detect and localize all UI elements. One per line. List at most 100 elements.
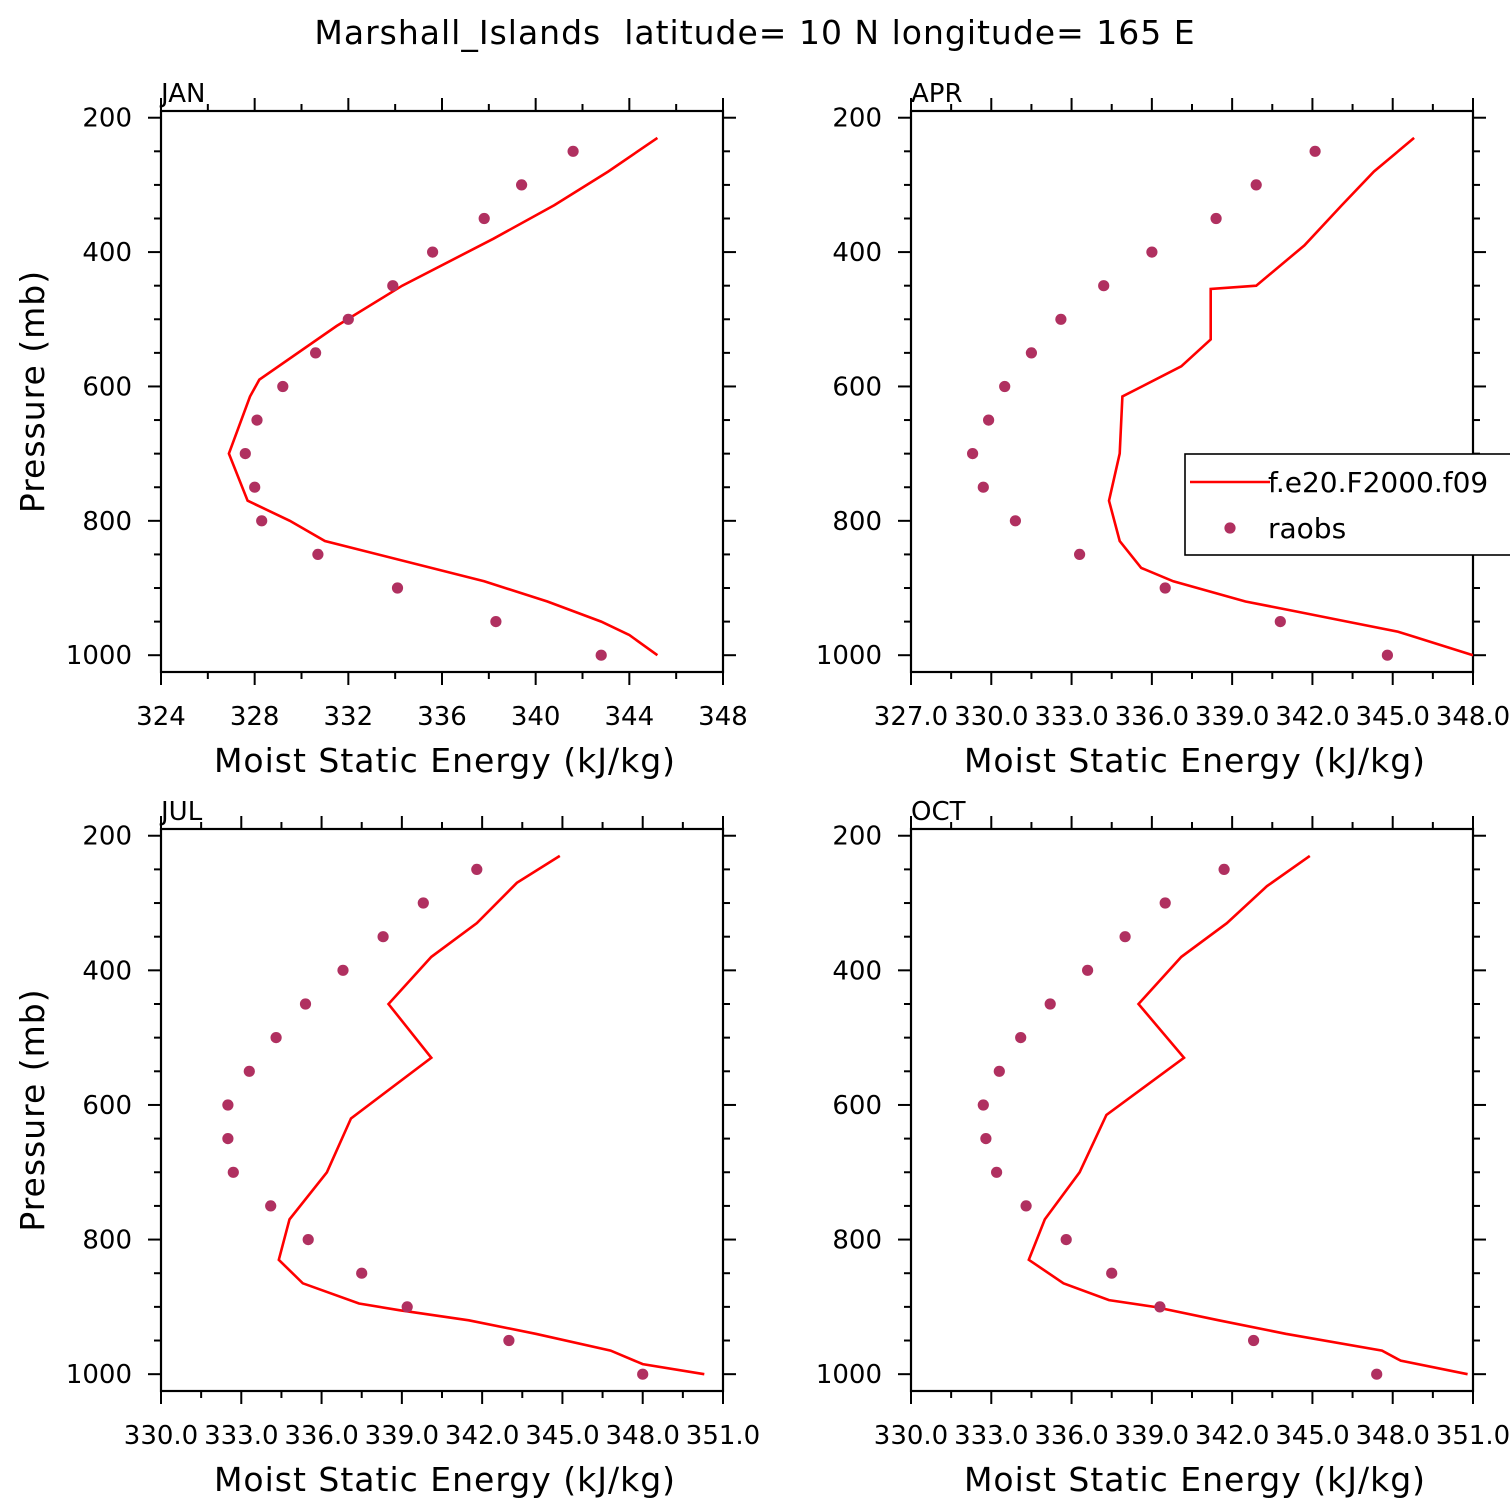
y-tick-label-jul: 1000 — [66, 1360, 132, 1390]
x-tick-label-jan: 348 — [698, 702, 748, 732]
raobs-point-jan — [478, 212, 490, 225]
raobs-point-oct — [991, 1166, 1003, 1178]
x-tick-label-jul: 339.0 — [365, 1421, 439, 1451]
x-tick-label-apr: 327.0 — [874, 702, 948, 732]
y-tick-label-apr: 800 — [832, 507, 882, 537]
raobs-point-jul — [401, 1301, 413, 1313]
plot-frame-jul — [159, 827, 725, 1393]
raobs-point-apr — [1381, 649, 1393, 661]
raobs-point-apr — [983, 414, 995, 426]
raobs-point-oct — [1218, 863, 1230, 876]
raobs-point-jul — [222, 1133, 234, 1145]
y-tick-label-jul: 200 — [82, 822, 132, 852]
raobs-point-jan — [490, 616, 502, 628]
panel-label-oct: OCT — [911, 797, 966, 827]
raobs-point-apr — [1274, 616, 1286, 628]
y-tick-label-jan: 200 — [82, 104, 132, 134]
raobs-point-apr — [1159, 582, 1171, 594]
y-tick-label-jan: 600 — [82, 372, 132, 402]
y-tick-label-jan: 400 — [82, 238, 132, 268]
y-tick-label-apr: 200 — [832, 104, 882, 134]
raobs-point-oct — [1060, 1234, 1072, 1246]
x-tick-label-oct: 342.0 — [1195, 1421, 1269, 1451]
model-line-apr — [1107, 136, 1473, 657]
x-axis-label-oct: Moist Static Energy (kJ/kg) — [964, 1460, 1426, 1499]
x-tick-label-jul: 330.0 — [124, 1421, 198, 1451]
raobs-point-jan — [251, 414, 263, 426]
x-tick-label-jul: 348.0 — [605, 1421, 679, 1451]
x-tick-label-oct: 330.0 — [874, 1421, 948, 1451]
y-tick-label-oct: 800 — [832, 1226, 882, 1256]
raobs-point-jul — [471, 863, 483, 876]
model-line-jan — [227, 136, 659, 657]
raobs-point-oct — [1248, 1334, 1260, 1347]
x-tick-label-oct: 336.0 — [1034, 1421, 1108, 1451]
x-tick-label-jan: 336 — [417, 702, 467, 732]
raobs-point-jul — [417, 897, 429, 909]
raobs-point-jul — [243, 1065, 255, 1077]
raobs-point-jan — [239, 448, 251, 460]
raobs-point-jan — [310, 347, 322, 359]
raobs-point-apr — [1025, 347, 1037, 359]
raobs-point-apr — [1309, 145, 1321, 157]
x-tick-label-apr: 339.0 — [1195, 702, 1269, 732]
figure-title: Marshall_Islands latitude= 10 N longitud… — [314, 13, 1195, 52]
x-tick-label-oct: 348.0 — [1355, 1421, 1429, 1451]
raobs-point-apr — [1009, 515, 1022, 527]
x-tick-label-oct: 351.0 — [1436, 1421, 1510, 1451]
raobs-point-jan — [277, 380, 289, 393]
plot-frame-oct — [909, 827, 1475, 1393]
x-tick-label-jul: 345.0 — [525, 1421, 599, 1451]
y-tick-label-jul: 400 — [82, 956, 132, 986]
raobs-point-apr — [1074, 548, 1086, 561]
y-tick-label-jul: 600 — [82, 1091, 132, 1121]
x-tick-label-jul: 333.0 — [204, 1421, 278, 1451]
plot-frame-jan — [159, 109, 725, 674]
x-tick-label-jul: 342.0 — [445, 1421, 519, 1451]
raobs-point-jan — [391, 582, 404, 594]
x-tick-label-apr: 333.0 — [1034, 702, 1108, 732]
legend-box — [1184, 453, 1510, 556]
raobs-point-jan — [249, 481, 261, 493]
raobs-point-jul — [337, 964, 349, 976]
raobs-point-apr — [967, 448, 979, 460]
y-tick-label-jul: 800 — [82, 1226, 132, 1256]
x-tick-label-apr: 336.0 — [1115, 702, 1189, 732]
x-tick-label-apr: 342.0 — [1275, 702, 1349, 732]
raobs-point-jul — [637, 1368, 649, 1380]
raobs-point-apr — [1055, 313, 1067, 325]
raobs-point-jul — [270, 1032, 282, 1044]
x-tick-label-jan: 328 — [230, 702, 280, 732]
raobs-point-jul — [265, 1200, 277, 1212]
raobs-point-jul — [227, 1166, 239, 1178]
raobs-point-jan — [312, 548, 324, 561]
x-axis-label-jan: Moist Static Energy (kJ/kg) — [214, 741, 676, 780]
raobs-point-oct — [1371, 1368, 1383, 1380]
raobs-point-jan — [567, 145, 579, 157]
raobs-point-jan — [387, 280, 399, 292]
model-line-oct — [1027, 854, 1468, 1376]
x-tick-label-jan: 332 — [324, 702, 374, 732]
x-tick-label-apr: 348.0 — [1436, 702, 1510, 732]
raobs-point-oct — [980, 1133, 992, 1145]
x-tick-label-jan: 340 — [511, 702, 561, 732]
raobs-point-apr — [1098, 280, 1110, 292]
plot-area-apr — [967, 136, 1473, 661]
raobs-point-jan — [516, 179, 528, 191]
panels-group: JAN 200 400 600 800 1000 324 328 332 336 340 344 348… — [13, 79, 1510, 1499]
raobs-point-apr — [1210, 212, 1222, 225]
raobs-point-apr — [1250, 179, 1262, 191]
legend-dot-swatch — [1224, 522, 1236, 534]
plot-area-jan — [227, 136, 659, 661]
panel-label-jul: JUL — [159, 797, 203, 827]
x-tick-label-oct: 333.0 — [954, 1421, 1028, 1451]
x-tick-label-oct: 339.0 — [1115, 1421, 1189, 1451]
raobs-point-oct — [1159, 897, 1171, 909]
plot-area-oct — [977, 854, 1468, 1380]
x-tick-label-oct: 345.0 — [1275, 1421, 1349, 1451]
y-axis-label-jan: Pressure (mb) — [13, 270, 52, 513]
legend-label-obs: raobs — [1268, 512, 1346, 545]
raobs-point-jan — [342, 313, 354, 325]
